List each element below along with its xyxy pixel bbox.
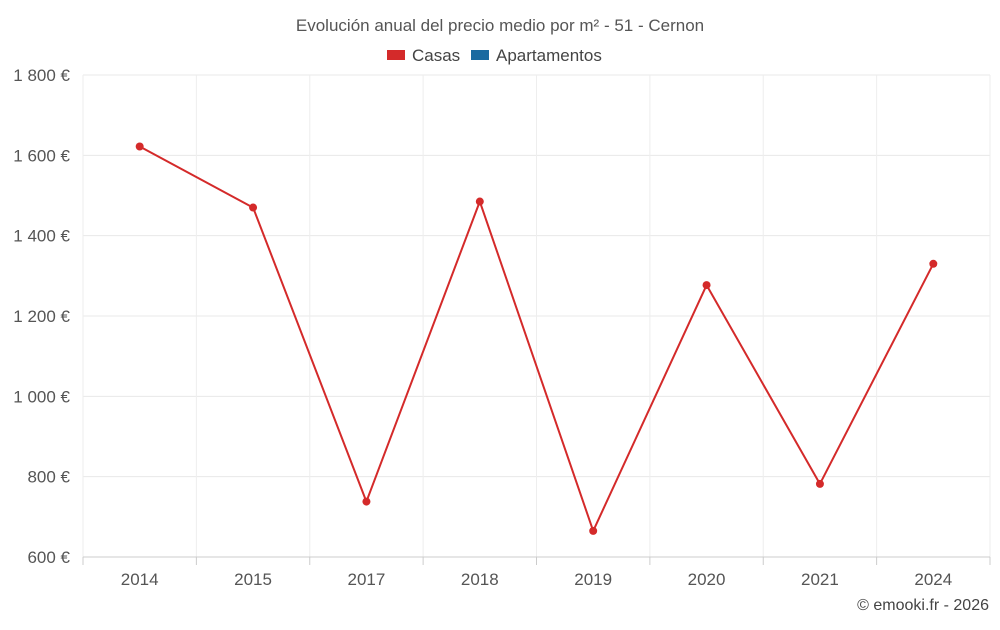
legend: Casas Apartamentos	[387, 46, 602, 65]
series-layer	[135, 142, 938, 535]
grid	[82, 74, 991, 558]
data-point-casas[interactable]	[362, 497, 371, 506]
data-point-casas[interactable]	[589, 526, 598, 535]
y-tick-label: 1 000 €	[13, 387, 70, 406]
legend-label-apartamentos: Apartamentos	[496, 46, 602, 65]
x-tick-label: 2019	[574, 570, 612, 589]
legend-label-casas: Casas	[412, 46, 460, 65]
data-point-casas[interactable]	[815, 479, 824, 488]
legend-item-casas[interactable]: Casas	[387, 46, 460, 65]
x-tick-label: 2020	[688, 570, 726, 589]
x-tick-label: 2018	[461, 570, 499, 589]
x-tick-label: 2014	[121, 570, 159, 589]
y-tick-label: 600 €	[27, 548, 70, 567]
x-tick-label: 2021	[801, 570, 839, 589]
legend-swatch-apartamentos	[471, 50, 489, 60]
data-point-casas[interactable]	[249, 203, 258, 212]
x-tick-label: 2024	[914, 570, 952, 589]
credit-text: © emooki.fr - 2026	[857, 597, 989, 614]
axes: 600 € 800 € 1 000 € 1 200 € 1 400 € 1 600 € 1 …	[13, 66, 991, 589]
data-point-casas[interactable]	[702, 281, 711, 290]
data-point-casas[interactable]	[135, 142, 144, 151]
y-tick-label: 800 €	[27, 468, 70, 487]
y-tick-label: 1 600 €	[13, 146, 70, 165]
x-tick-label: 2017	[348, 570, 386, 589]
data-point-casas[interactable]	[929, 259, 938, 268]
series-line-casas	[139, 145, 935, 532]
legend-swatch-casas	[387, 50, 405, 60]
y-tick-label: 1 200 €	[13, 307, 70, 326]
x-tick-label: 2015	[234, 570, 272, 589]
legend-item-apartamentos[interactable]: Apartamentos	[471, 46, 602, 65]
y-tick-label: 1 400 €	[13, 227, 70, 246]
y-tick-label: 1 800 €	[13, 66, 70, 85]
data-point-casas[interactable]	[475, 197, 484, 206]
chart-title: Evolución anual del precio medio por m² …	[296, 16, 704, 35]
